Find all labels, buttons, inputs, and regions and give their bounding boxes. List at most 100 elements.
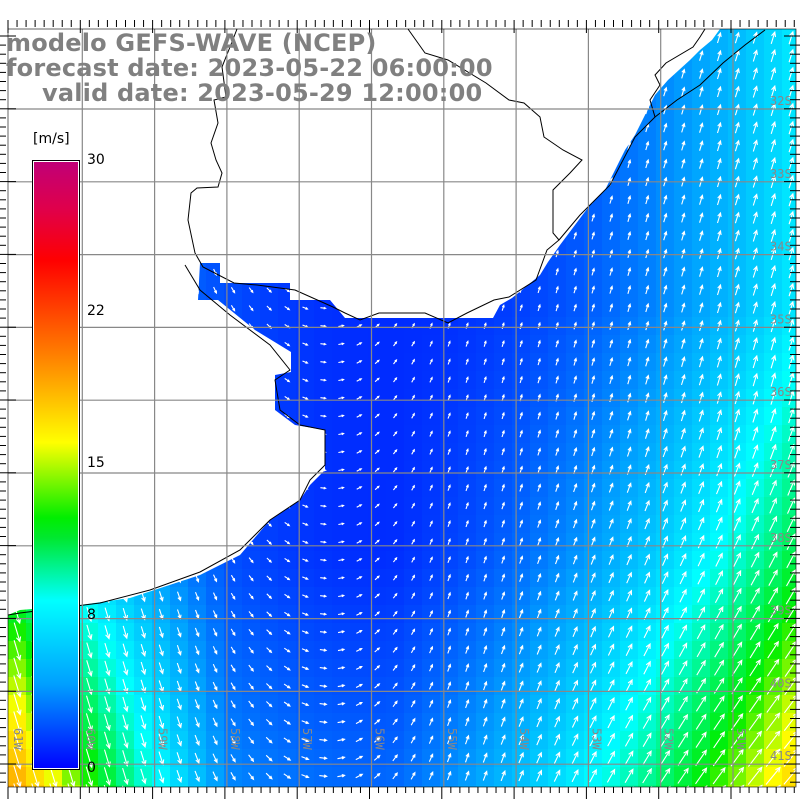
wind-arrow [194,770,200,783]
wind-arrow [411,556,415,563]
wind-arrow [518,751,524,764]
wind-arrow [608,554,614,565]
wind-arrow [374,377,380,383]
speed-cell [332,785,350,787]
wind-arrow [695,767,708,785]
wind-arrow [140,750,147,767]
wind-arrow [607,732,615,747]
wind-arrow [447,717,452,726]
wind-arrow [483,519,487,528]
wind-arrow [589,697,597,710]
wind-arrow [86,624,93,641]
wind-arrow [770,120,777,135]
wind-arrow [483,537,487,546]
wind-arrow [140,768,147,785]
wind-arrow [751,533,759,550]
wind-arrow [465,609,470,618]
wind-arrow [319,648,328,652]
wind-arrow [248,287,254,294]
wind-arrow [680,409,686,422]
wind-arrow [447,538,451,545]
wind-arrow [750,551,760,568]
wind-arrow [393,413,398,419]
wind-arrow [678,660,688,676]
wind-arrow [194,645,200,656]
wind-arrow [374,647,381,653]
wind-arrow [356,342,363,346]
wind-arrow [337,630,346,634]
wind-arrow [697,516,705,531]
wind-arrow [483,447,487,456]
wind-arrow [230,628,236,637]
wind-arrow [554,697,560,710]
wind-arrow [553,751,561,764]
wind-arrow [392,772,398,780]
wind-arrow [712,748,726,767]
wind-arrow [788,156,795,171]
wind-arrow [176,698,182,711]
wind-arrow [158,662,164,675]
wind-arrow [770,372,777,387]
longitude-label: 56W [373,728,387,750]
wind-arrow [734,283,740,296]
wind-arrow [13,657,22,680]
wind-arrow [537,537,542,546]
wind-arrow [302,306,309,310]
wind-arrow [770,228,777,243]
wind-arrow [695,731,707,748]
wind-arrow [661,660,670,675]
wind-arrow [374,611,380,617]
wind-arrow [302,540,309,544]
wind-arrow [660,731,670,748]
wind-arrow [212,592,218,601]
wind-arrow [607,696,615,711]
wind-arrow [663,338,668,349]
wind-arrow [661,571,669,584]
wind-arrow [732,569,742,586]
wind-arrow [519,375,523,384]
wind-arrow [788,354,795,369]
wind-arrow [626,589,633,602]
wind-arrow [679,570,687,585]
wind-arrow [765,766,781,785]
wind-arrow [739,784,745,787]
wind-arrow [284,539,291,545]
wind-arrow [338,522,345,526]
wind-arrow [483,627,488,636]
wind-arrow [356,522,363,526]
wind-arrow [392,664,398,671]
wind-arrow [447,627,452,636]
wind-arrow [483,591,488,600]
wind-arrow [627,266,632,276]
wind-arrow [536,733,542,746]
speed-cell [548,785,566,787]
wind-arrow [698,427,704,440]
wind-arrow [374,449,380,455]
wind-arrow [536,626,542,637]
wind-arrow [767,622,779,641]
wind-arrow [429,430,433,437]
wind-arrow [555,285,559,294]
wind-arrow [518,608,524,619]
wind-arrow [663,356,668,367]
wind-arrow [230,646,236,655]
wind-arrow [734,319,740,332]
wind-arrow [734,211,740,224]
wind-arrow [677,731,689,748]
wind-arrow [627,284,632,294]
wind-arrow [482,752,488,763]
wind-arrow [555,375,559,384]
wind-arrow [573,429,578,438]
wind-arrow [751,480,759,496]
wind-arrow [784,659,796,678]
wind-arrow [465,681,470,690]
wind-arrow [355,719,364,725]
wind-arrow [627,194,632,204]
wind-arrow [716,139,722,152]
wind-arrow [374,395,380,401]
wind-arrow [338,342,345,346]
wind-arrow [248,682,254,690]
wind-arrow [283,701,291,707]
wind-arrow [302,414,309,418]
wind-arrow [554,554,560,565]
